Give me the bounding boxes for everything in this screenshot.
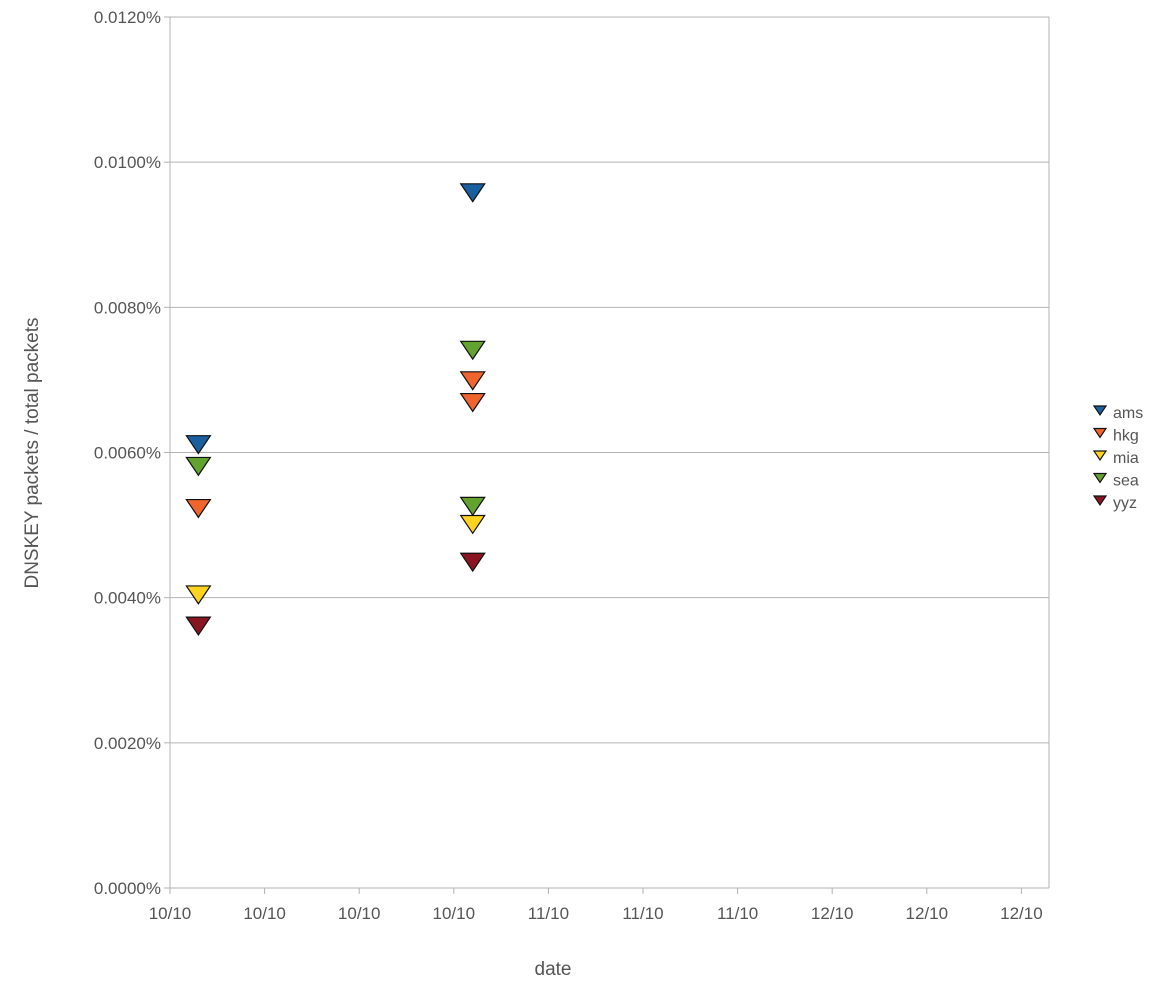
legend-label-mia: mia — [1113, 450, 1139, 467]
legend: ams hkg mia sea yyz — [1092, 405, 1143, 512]
data-point-sea — [459, 496, 486, 517]
legend-label-yyz: yyz — [1113, 495, 1137, 512]
data-point-yyz — [459, 552, 486, 573]
legend-label-hkg: hkg — [1113, 428, 1139, 445]
data-point-ams — [185, 435, 212, 455]
x-tick-label: 10/10 — [243, 904, 286, 923]
x-tick-label: 10/10 — [433, 904, 476, 923]
data-point-sea — [459, 340, 486, 361]
gridlines — [170, 16, 1049, 889]
legend-label-sea: sea — [1113, 473, 1139, 490]
y-tick-label: 0.0100% — [94, 153, 161, 172]
y-axis-title: DNSKEY packets / total packets — [22, 317, 43, 588]
legend-marker-yyz — [1092, 495, 1108, 507]
x-tick-label: 11/10 — [717, 904, 758, 923]
y-tick-label: 0.0000% — [94, 879, 161, 898]
x-tick-label: 12/10 — [906, 904, 949, 923]
x-tick-label: 10/10 — [149, 904, 192, 923]
y-tick-label: 0.0080% — [94, 298, 161, 317]
x-axis-title: date — [535, 959, 572, 980]
y-tick-label: 0.0020% — [94, 734, 161, 753]
data-point-hkg — [185, 498, 212, 519]
x-tick-label: 11/10 — [528, 904, 569, 923]
legend-marker-hkg — [1092, 427, 1108, 439]
y-tick-label: 0.0060% — [94, 444, 161, 463]
data-point-sea — [185, 456, 212, 477]
x-axis-tick-labels: 10/10 10/10 10/10 10/10 11/10 11/10 11/10 12/10… — [149, 904, 1043, 923]
x-tick-label: 12/10 — [1000, 904, 1043, 923]
y-axis-tick-labels: 0.0000% 0.0020% 0.0040% 0.0060% 0.0080% 0.010… — [94, 8, 161, 898]
data-point-yyz — [185, 616, 212, 637]
data-point-ams — [459, 183, 486, 203]
y-tick-label: 0.0120% — [94, 8, 161, 27]
x-tick-label: 10/10 — [338, 904, 381, 923]
data-point-hkg — [459, 371, 486, 391]
y-tick-label: 0.0040% — [94, 589, 161, 608]
axes — [164, 16, 1050, 894]
legend-marker-mia — [1092, 450, 1108, 462]
data-point-hkg — [459, 392, 486, 413]
data-points — [185, 183, 486, 637]
x-tick-label: 12/10 — [811, 904, 854, 923]
legend-marker-sea — [1092, 472, 1108, 484]
data-point-mia — [459, 514, 486, 535]
data-point-mia — [185, 585, 212, 605]
legend-marker-ams — [1092, 405, 1108, 417]
x-tick-label: 11/10 — [622, 904, 663, 923]
legend-label-ams: ams — [1113, 405, 1143, 422]
